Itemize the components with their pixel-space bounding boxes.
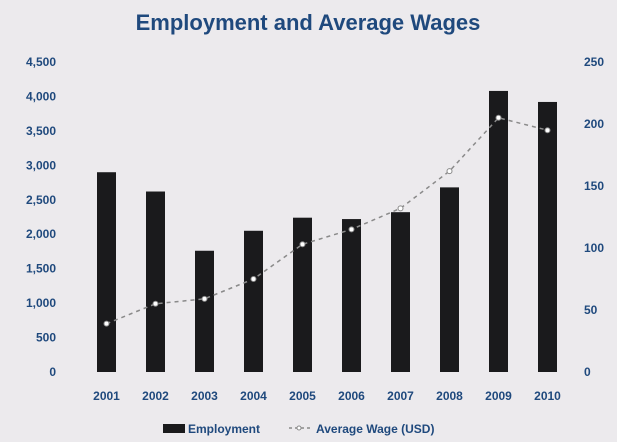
x-axis-tick-label: 2001 <box>93 389 120 403</box>
average-wage-point <box>250 276 257 282</box>
employment-bar <box>391 212 410 372</box>
employment-bar <box>293 217 312 372</box>
legend-swatch-employment <box>163 424 185 433</box>
left-axis-ticks: 0 500 1,000 1,500 2,000 2,500 3,000 3,500 4,000 4… <box>26 55 56 379</box>
right-axis-tick-label: 50 <box>584 303 598 317</box>
right-axis-tick-label: 200 <box>584 117 604 131</box>
left-axis-tick-label: 3,000 <box>26 158 56 172</box>
left-axis-tick-label: 500 <box>36 331 56 345</box>
average-wage-point <box>446 168 453 175</box>
chart-legend: Employment Average Wage (USD) <box>163 422 434 436</box>
left-axis-tick-label: 3,500 <box>26 124 56 138</box>
x-axis-tick-label: 2010 <box>534 389 561 403</box>
x-axis-ticks: 2001 2002 2003 2004 2005 2006 2007 2008 2009 2010 <box>93 389 561 403</box>
left-axis-tick-label: 1,500 <box>26 262 56 276</box>
x-axis-tick-label: 2003 <box>191 389 218 403</box>
legend-label-average-wage: Average Wage (USD) <box>316 422 434 436</box>
average-wage-line-group <box>103 114 551 327</box>
average-wage-point <box>348 226 355 233</box>
employment-bar <box>489 90 508 372</box>
employment-bar <box>342 219 361 372</box>
employment-bar <box>538 101 557 372</box>
employment-bar <box>146 191 165 372</box>
average-wage-point <box>103 320 110 327</box>
employment-bar <box>195 250 214 372</box>
left-axis-tick-label: 2,500 <box>26 193 56 207</box>
average-wage-point <box>544 127 551 134</box>
right-axis-ticks: 0 50 100 150 200 250 <box>584 55 604 379</box>
x-axis-tick-label: 2007 <box>387 389 414 403</box>
average-wage-point <box>152 300 159 307</box>
left-axis-tick-label: 2,000 <box>26 227 56 241</box>
left-axis-tick-label: 4,000 <box>26 89 56 103</box>
average-wage-point <box>397 205 404 212</box>
employment-bar <box>440 187 459 372</box>
x-axis-tick-label: 2006 <box>338 389 365 403</box>
employment-bar <box>97 172 116 372</box>
legend-marker-average-wage <box>296 425 302 431</box>
x-axis-tick-label: 2008 <box>436 389 463 403</box>
left-axis-tick-label: 1,000 <box>26 296 56 310</box>
employment-bar <box>244 230 263 372</box>
chart-title: Employment and Average Wages <box>136 10 481 35</box>
x-axis-tick-label: 2004 <box>240 389 267 403</box>
average-wage-point <box>201 295 208 302</box>
average-wage-point <box>299 241 306 248</box>
left-axis-tick-label: 4,500 <box>26 55 56 69</box>
average-wage-line <box>106 116 548 325</box>
x-axis-tick-label: 2002 <box>142 389 169 403</box>
x-axis-tick-label: 2009 <box>485 389 512 403</box>
employment-bars <box>97 90 557 372</box>
right-axis-tick-label: 100 <box>584 241 604 255</box>
x-axis-tick-label: 2005 <box>289 389 316 403</box>
right-axis-tick-label: 0 <box>584 365 591 379</box>
right-axis-tick-label: 150 <box>584 179 604 193</box>
left-axis-tick-label: 0 <box>49 365 56 379</box>
legend-label-employment: Employment <box>188 422 260 436</box>
average-wage-point <box>495 114 502 121</box>
right-axis-tick-label: 250 <box>584 55 604 69</box>
